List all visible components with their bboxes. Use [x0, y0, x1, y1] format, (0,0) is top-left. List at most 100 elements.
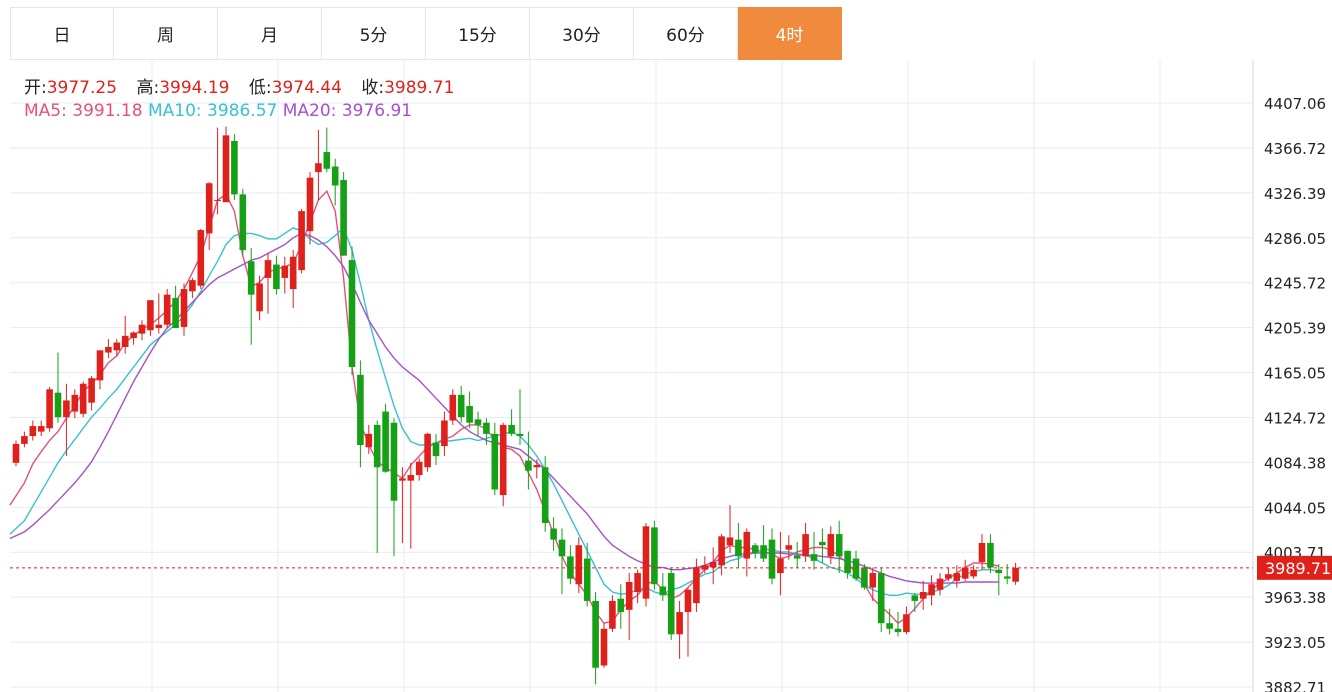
candle-body-23: [205, 183, 213, 234]
ma10-readout: MA10: 3986.57: [148, 101, 277, 121]
candle-119: [1012, 562, 1019, 585]
candle-body-107: [911, 595, 919, 601]
candle-body-116: [987, 543, 994, 568]
candle-body-35: [306, 177, 314, 232]
candle-54: [466, 391, 473, 429]
candle-22: [197, 228, 205, 290]
y-tick-label-11: 3963.38: [1264, 589, 1326, 607]
open-value: 3977.25: [46, 78, 118, 98]
candle-body-83: [709, 561, 717, 568]
ma5-line: [9, 189, 999, 625]
candle-body-55: [474, 419, 482, 425]
candle-body-1: [21, 436, 28, 444]
candle-body-60: [516, 433, 524, 437]
low-label: 低:: [248, 78, 272, 98]
candle-body-65: [558, 539, 566, 557]
candle-5: [54, 352, 62, 423]
tab-15min[interactable]: 15分: [426, 7, 530, 60]
candle-body-109: [928, 584, 935, 596]
candle-0: [12, 440, 20, 467]
candle-36: [315, 129, 322, 200]
candle-body-73: [625, 581, 633, 610]
tab-5min[interactable]: 5分: [322, 7, 426, 60]
ma20-label: MA20:: [282, 101, 337, 121]
candle-51: [441, 411, 448, 457]
candle-17: [155, 293, 163, 334]
candle-111: [945, 567, 952, 581]
candle-38: [331, 158, 339, 206]
ma20-value: 3976.91: [341, 101, 413, 121]
candle-34: [298, 208, 305, 274]
open-label: 开:: [24, 78, 47, 98]
close-label: 收:: [361, 78, 385, 98]
candle-10: [96, 350, 104, 390]
candle-body-20: [180, 289, 188, 327]
candle-42: [365, 424, 373, 454]
candle-body-64: [550, 528, 557, 540]
candle-20: [180, 283, 188, 336]
candle-body-103: [877, 573, 885, 624]
candle-body-87: [743, 531, 751, 559]
candle-14: [130, 331, 137, 345]
candle-body-38: [331, 166, 339, 186]
low-value: 3974.44: [271, 78, 342, 98]
tab-month[interactable]: 月: [218, 7, 322, 60]
candle-101: [861, 564, 868, 590]
candle-82: [701, 556, 709, 574]
ma10-line: [9, 226, 999, 596]
candle-body-82: [701, 565, 709, 570]
tab-30min[interactable]: 30分: [530, 7, 634, 60]
candle-115: [978, 534, 986, 570]
candle-99: [844, 550, 851, 579]
candle-body-5: [54, 392, 62, 418]
candle-44: [382, 403, 389, 473]
candle-body-29: [256, 283, 263, 312]
candle-body-93: [793, 555, 801, 559]
tab-4hour[interactable]: 4时: [738, 7, 842, 60]
candle-body-31: [273, 264, 280, 290]
candle-77: [659, 573, 667, 601]
candle-40: [348, 246, 356, 375]
candle-108: [919, 580, 927, 610]
candle-109: [928, 575, 935, 606]
candle-body-12: [113, 342, 121, 351]
candle-body-37: [323, 152, 331, 169]
candle-33: [289, 250, 297, 308]
candle-57: [491, 422, 499, 496]
candle-body-86: [735, 539, 742, 557]
tab-60min[interactable]: 60分: [634, 7, 738, 60]
current-price-tag-label: 3989.71: [1265, 559, 1331, 578]
candle-21: [189, 277, 196, 298]
candle-body-49: [424, 433, 431, 468]
ma-readout: MA5: 3991.18 MA10: 3986.57 MA20: 3976.91: [24, 101, 412, 121]
candle-body-39: [340, 179, 347, 256]
candle-23: [205, 182, 213, 251]
candle-body-96: [819, 541, 826, 546]
candle-59: [508, 409, 515, 437]
candle-46: [399, 467, 406, 544]
candle-1: [21, 431, 28, 448]
y-tick-label-7: 4124.72: [1264, 409, 1326, 427]
candle-body-53: [457, 394, 465, 418]
candle-114: [970, 565, 977, 579]
candle-body-11: [105, 346, 112, 353]
y-tick-label-13: 3882.71: [1264, 679, 1326, 692]
tab-week[interactable]: 周: [114, 7, 218, 60]
candle-53: [457, 385, 465, 423]
candle-9: [88, 375, 95, 411]
candle-12: [113, 339, 121, 356]
candle-96: [819, 528, 826, 564]
candle-body-44: [382, 411, 389, 472]
candle-body-34: [298, 211, 305, 271]
candle-body-104: [886, 623, 893, 629]
period-tabs: 日 周 月 5分 15分 30分 60分 4时: [10, 7, 842, 60]
candle-body-77: [659, 586, 667, 596]
y-tick-label-5: 4205.39: [1264, 320, 1326, 338]
candle-84: [718, 534, 725, 576]
candle-64: [550, 517, 557, 551]
tab-day[interactable]: 日: [10, 7, 114, 60]
candle-body-78: [667, 573, 675, 635]
candle-92: [785, 535, 793, 560]
candle-body-33: [289, 256, 297, 290]
candle-body-92: [785, 545, 793, 550]
